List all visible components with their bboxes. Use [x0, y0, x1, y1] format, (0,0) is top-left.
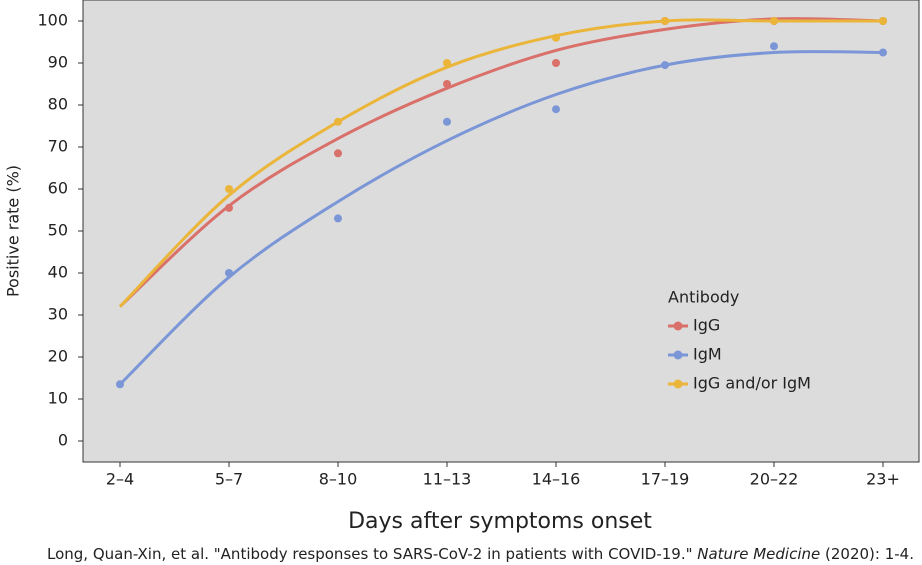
- citation-text: Long, Quan-Xin, et al. "Antibody respons…: [47, 545, 697, 563]
- y-tick-label: 100: [37, 11, 68, 30]
- data-point: [334, 117, 342, 126]
- legend-label: IgG and/or IgM: [693, 374, 811, 393]
- y-tick-label: 10: [48, 389, 68, 408]
- legend-title: Antibody: [668, 288, 739, 307]
- data-point: [879, 17, 887, 25]
- y-tick-label: 0: [58, 431, 68, 450]
- y-tick-label: 20: [48, 347, 68, 366]
- data-point: [443, 117, 451, 126]
- data-point: [661, 61, 669, 70]
- citation: Long, Quan-Xin, et al. "Antibody respons…: [47, 545, 914, 563]
- plot-panel: [82, 0, 920, 463]
- data-point: [225, 269, 233, 277]
- data-point: [552, 33, 560, 42]
- y-axis-title: Positive rate (%): [4, 165, 23, 297]
- legend-dot: [673, 321, 683, 331]
- y-tick-label: 50: [48, 221, 68, 240]
- x-tick-label: 8–10: [319, 470, 358, 489]
- data-point: [661, 17, 669, 25]
- y-tick-label: 90: [48, 53, 68, 72]
- data-point: [225, 185, 233, 193]
- data-point: [443, 80, 451, 88]
- data-point: [770, 42, 778, 51]
- data-point: [334, 214, 342, 223]
- legend-dot: [673, 379, 683, 389]
- y-tick-label: 40: [48, 263, 68, 282]
- data-point: [879, 48, 887, 57]
- legend-dot: [673, 350, 683, 360]
- fit-curve: [118, 18, 883, 308]
- legend-label: IgG: [693, 316, 720, 335]
- x-tick-label: 20–22: [750, 470, 799, 489]
- x-tick-label: 23+: [866, 470, 900, 489]
- x-tick-label: 5–7: [215, 470, 243, 489]
- citation-text: (2020): 1-4.: [820, 545, 914, 563]
- y-tick-label: 70: [48, 137, 68, 156]
- data-point: [552, 59, 560, 67]
- legend-label: IgM: [693, 345, 722, 364]
- data-point: [225, 203, 233, 212]
- x-tick-label: 11–13: [423, 470, 472, 489]
- x-tick-label: 2–4: [106, 470, 134, 489]
- data-point: [552, 105, 560, 114]
- data-point: [116, 380, 124, 389]
- y-tick-label: 30: [48, 305, 68, 324]
- citation-journal: Nature Medicine: [697, 545, 820, 563]
- x-tick-label: 14–16: [532, 470, 581, 489]
- y-tick-label: 60: [48, 179, 68, 198]
- x-tick-label: 17–19: [641, 470, 690, 489]
- x-axis-title: Days after symptoms onset: [348, 509, 652, 534]
- data-point: [443, 59, 451, 67]
- y-tick-label: 80: [48, 95, 68, 114]
- fit-curve: [118, 50, 884, 386]
- data-point: [770, 17, 778, 25]
- data-point: [334, 149, 342, 158]
